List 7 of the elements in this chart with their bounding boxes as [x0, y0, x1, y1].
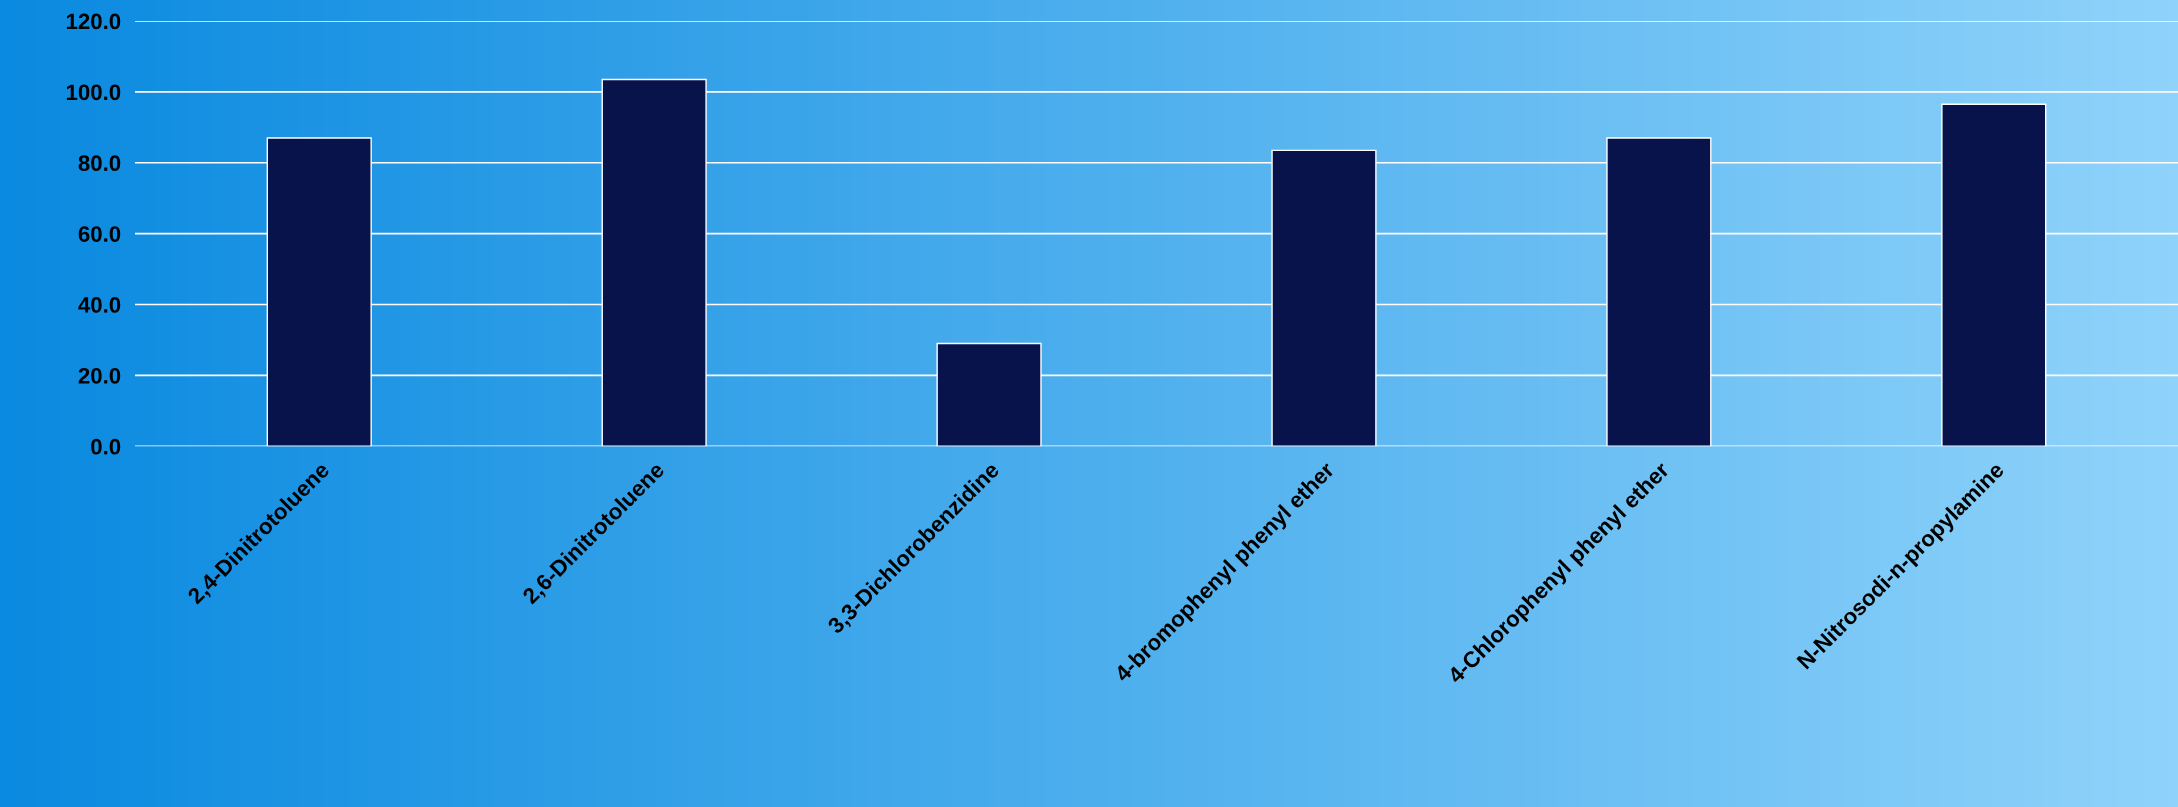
y-tick-label: 0.0	[91, 438, 121, 455]
y-tick-label: 80.0	[78, 155, 121, 172]
y-tick-label: 40.0	[78, 297, 121, 313]
y-tick-label: 120.0	[66, 13, 121, 30]
y-tick-label: 100.0	[66, 84, 121, 101]
y-tick-label: 60.0	[78, 226, 121, 242]
y-tick-label: 20.0	[78, 367, 121, 384]
